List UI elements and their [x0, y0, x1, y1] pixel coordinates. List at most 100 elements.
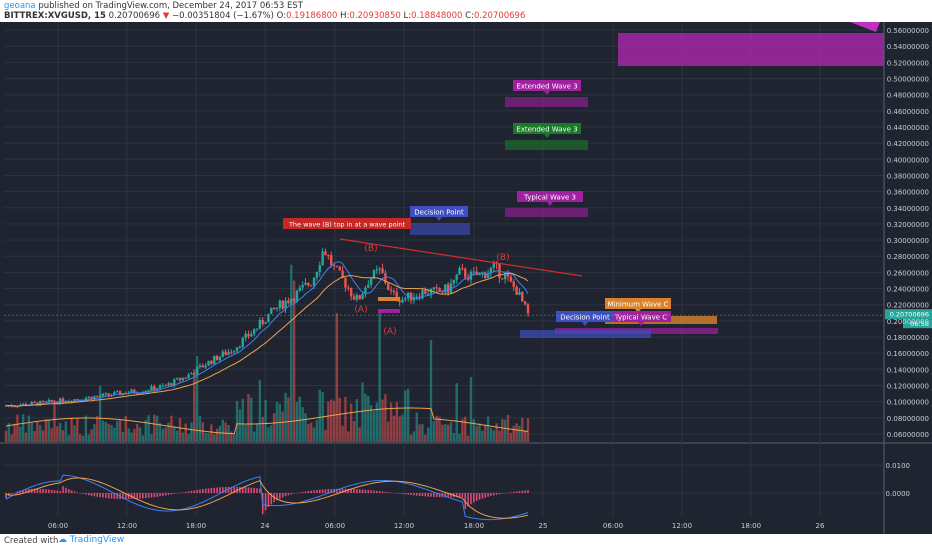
macd-histogram-bar: [387, 492, 390, 493]
volume-bar: [113, 427, 116, 442]
volume-bar: [381, 399, 384, 442]
y-tick-label: 0.42000000: [887, 140, 929, 148]
price-chart[interactable]: Extended Wave 3 Extended Wave 3 Typical Wa…: [0, 22, 932, 534]
macd-histogram-bar: [470, 493, 472, 505]
volume-bar: [438, 416, 441, 442]
macd-histogram-bar: [330, 488, 332, 493]
candle-body: [50, 399, 53, 402]
candle-body: [198, 365, 202, 368]
macd-histogram-bar: [67, 489, 70, 493]
volume-bar: [395, 401, 398, 442]
created-with-text: Created with: [4, 536, 59, 546]
macd-histogram-bar: [356, 489, 358, 493]
candle-body: [224, 351, 227, 355]
volume-bar: [210, 424, 213, 442]
candle-body: [93, 396, 96, 400]
macd-histogram-bar: [421, 493, 424, 497]
volume-bar: [241, 398, 244, 442]
candle-body: [384, 272, 387, 284]
candle-body: [241, 337, 244, 347]
candle-body: [307, 282, 310, 286]
price-axis: 0.56000000 0.54000000 0.52000000 0.50000000…: [887, 27, 929, 439]
y-tick-label: 0.32000000: [887, 221, 929, 229]
macd-line: [5, 474, 529, 521]
macd-histogram-bar: [144, 493, 147, 499]
volume-bar: [19, 426, 22, 442]
candle-body: [369, 278, 373, 285]
macd-histogram-bar: [407, 493, 409, 495]
candle-body: [446, 284, 450, 293]
candle-body: [389, 289, 393, 292]
macd-histogram-bar: [481, 493, 484, 499]
candle-body: [158, 385, 162, 389]
marker-orange: [378, 297, 400, 301]
label-extended-wave-3a: Extended Wave 3: [516, 83, 577, 91]
candle-body: [215, 355, 219, 361]
macd-histogram-bar: [50, 489, 53, 493]
macd-histogram-bar: [202, 489, 204, 493]
volume-bar: [512, 425, 515, 442]
macd-histogram-bar: [498, 493, 501, 495]
volume-bar: [98, 385, 102, 442]
macd-histogram-bar: [418, 493, 421, 496]
candle-body: [193, 373, 196, 375]
macd-histogram-bar: [401, 493, 404, 494]
chart-panel[interactable]: Extended Wave 3 Extended Wave 3 Typical Wa…: [0, 22, 932, 534]
volume-bar: [404, 390, 407, 442]
macd-histogram-bar: [518, 491, 521, 493]
macd-histogram-bar: [113, 493, 116, 499]
symbol-line: BITTREX:XVGUSD, 15 0.20700696 ▼ −0.00351…: [4, 11, 525, 21]
volume-bar: [10, 434, 13, 442]
candle-body: [184, 377, 187, 379]
chart-header: geoana published on TradingView.com, Dec…: [0, 0, 932, 22]
macd-histogram-bar: [353, 489, 355, 493]
volume-bar: [201, 422, 205, 442]
y-tick-label: 0.28000000: [887, 253, 929, 261]
volume-bar: [295, 401, 299, 442]
volume-bar: [486, 416, 490, 442]
candle-body: [424, 290, 427, 294]
macd-histogram-bar: [259, 488, 261, 493]
macd-histogram-bar: [256, 488, 258, 493]
macd-histogram-bar: [504, 493, 506, 494]
macd-histogram-bar: [384, 491, 387, 493]
macd-histogram-bar: [310, 490, 313, 493]
candle-body: [136, 392, 139, 394]
y-tick-label: 0.10000000: [887, 399, 929, 407]
volume-bar: [61, 430, 65, 442]
y-tick-label: 0.34000000: [887, 205, 929, 213]
volume-bar: [41, 430, 45, 442]
x-tick-label: 18:00: [464, 522, 484, 530]
macd-histogram-bar: [461, 493, 464, 497]
macd-histogram-bar: [390, 492, 392, 494]
close-label: C:: [465, 11, 474, 21]
volume-bar: [429, 340, 433, 442]
y-tick-label: 0.40000000: [887, 156, 929, 164]
volume-bar: [250, 397, 253, 442]
label-decision-point-bottom-box: [556, 311, 614, 322]
volume-bar: [124, 416, 128, 442]
volume-bar: [221, 419, 224, 442]
macd-histogram-bar: [435, 493, 438, 498]
volume-bar: [469, 376, 473, 442]
tradingview-logo[interactable]: ☁ TradingView: [58, 535, 125, 545]
y-tick-label: 0.46000000: [887, 108, 929, 116]
macd-histogram-bar: [230, 486, 233, 493]
macd-histogram-bar: [99, 493, 101, 498]
author-link[interactable]: geoana: [4, 1, 36, 11]
volume-bar: [452, 432, 456, 442]
volume-bar: [255, 424, 259, 442]
macd-histogram-bar: [361, 489, 364, 493]
volume-bar: [484, 424, 487, 442]
candle-body: [438, 288, 441, 292]
candle-body: [30, 402, 33, 405]
candle-body: [272, 307, 276, 310]
volume-bar: [509, 432, 513, 442]
macd-histogram-bar: [373, 490, 375, 493]
volume-bar: [372, 411, 376, 442]
macd-histogram-bar: [142, 493, 144, 499]
candle-body: [130, 389, 133, 393]
macd-histogram-bar: [239, 486, 241, 493]
candle-body: [287, 300, 290, 304]
last-price: 0.20700696: [108, 11, 161, 21]
